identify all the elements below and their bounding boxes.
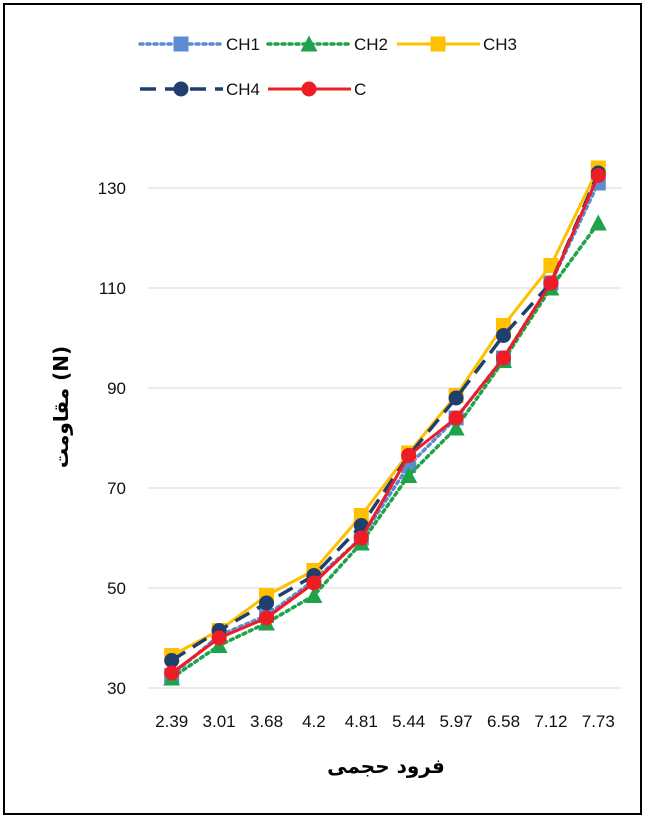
data-point-CH2 <box>400 467 418 483</box>
y-axis-ticks: 30 50 70 90 110 130 <box>98 179 126 698</box>
data-point-CH2 <box>447 419 465 436</box>
data-point-C <box>590 168 606 183</box>
legend-marker-CH3 <box>430 36 446 52</box>
data-point-CH4 <box>259 595 274 611</box>
legend-marker-C <box>301 81 317 97</box>
data-point-C <box>448 410 464 426</box>
gridlines <box>148 187 622 689</box>
x-tick-label: 2.39 <box>155 712 188 731</box>
legend-marker-CH4 <box>173 81 189 97</box>
y-tick-label: 30 <box>107 679 126 698</box>
data-point-CH4 <box>496 328 511 343</box>
x-tick-label: 5.97 <box>440 712 473 731</box>
legend-item-C: C <box>268 80 366 99</box>
series-CH4 <box>164 165 606 668</box>
series-line-CH1 <box>169 181 601 678</box>
data-point-C <box>496 350 511 366</box>
data-point-C <box>164 665 180 681</box>
data-point-C <box>353 530 369 546</box>
y-tick-label: 50 <box>107 579 126 598</box>
series-line-C <box>170 174 600 675</box>
data-point-C <box>306 575 322 591</box>
y-tick-label: 110 <box>99 279 126 298</box>
legend-item-CH2: CH2 <box>266 35 388 54</box>
legend-item-CH1: CH1 <box>138 35 260 54</box>
y-axis-title: مقاومت (N) <box>49 346 73 468</box>
legend-label: CH4 <box>226 80 260 99</box>
x-axis-title: فرود حجمی <box>327 754 445 778</box>
series-CH2 <box>163 214 607 686</box>
data-point-C <box>543 275 559 291</box>
legend-item-CH3: CH3 <box>397 35 517 54</box>
series-CH1 <box>164 175 606 683</box>
data-point-C <box>401 448 417 463</box>
data-point-CH4 <box>448 390 464 406</box>
series-line-CH2 <box>169 221 601 680</box>
x-axis-ticks: 2.39 3.01 3.68 4.2 4.81 5.44 5.97 6.58 7.12 7.73 <box>155 712 615 731</box>
x-tick-label: 3.68 <box>250 712 283 731</box>
data-point-CH3 <box>543 258 559 273</box>
series-line-CH3 <box>171 167 600 657</box>
chart-frame <box>3 3 642 815</box>
legend-marker-CH2 <box>300 35 318 52</box>
data-point-C <box>211 630 227 646</box>
legend: CH1 CH2 CH3 CH4 C <box>138 35 517 99</box>
x-tick-label: 4.81 <box>345 712 378 731</box>
x-tick-label: 6.58 <box>487 712 520 731</box>
legend-item-CH4: CH4 <box>140 80 260 99</box>
x-tick-label: 3.01 <box>203 712 236 731</box>
series-lines <box>163 160 607 686</box>
legend-label: C <box>354 80 366 99</box>
data-point-CH2 <box>305 587 323 603</box>
x-tick-label: 7.12 <box>534 712 567 731</box>
data-point-CH4 <box>164 653 180 668</box>
y-tick-label: 70 <box>107 479 126 498</box>
legend-marker-CH1 <box>173 36 189 52</box>
legend-label: CH1 <box>226 35 260 54</box>
x-tick-label: 7.73 <box>582 712 615 731</box>
y-tick-label: 90 <box>107 379 126 398</box>
legend-label: CH3 <box>483 35 517 54</box>
y-tick-label: 130 <box>98 179 126 198</box>
x-tick-label: 5.44 <box>392 712 425 731</box>
legend-label: CH2 <box>354 35 388 54</box>
data-point-C <box>259 610 274 626</box>
data-point-CH2 <box>589 214 607 231</box>
series-line-CH4 <box>170 172 600 662</box>
x-tick-label: 4.2 <box>302 712 326 731</box>
series-C <box>164 168 606 681</box>
